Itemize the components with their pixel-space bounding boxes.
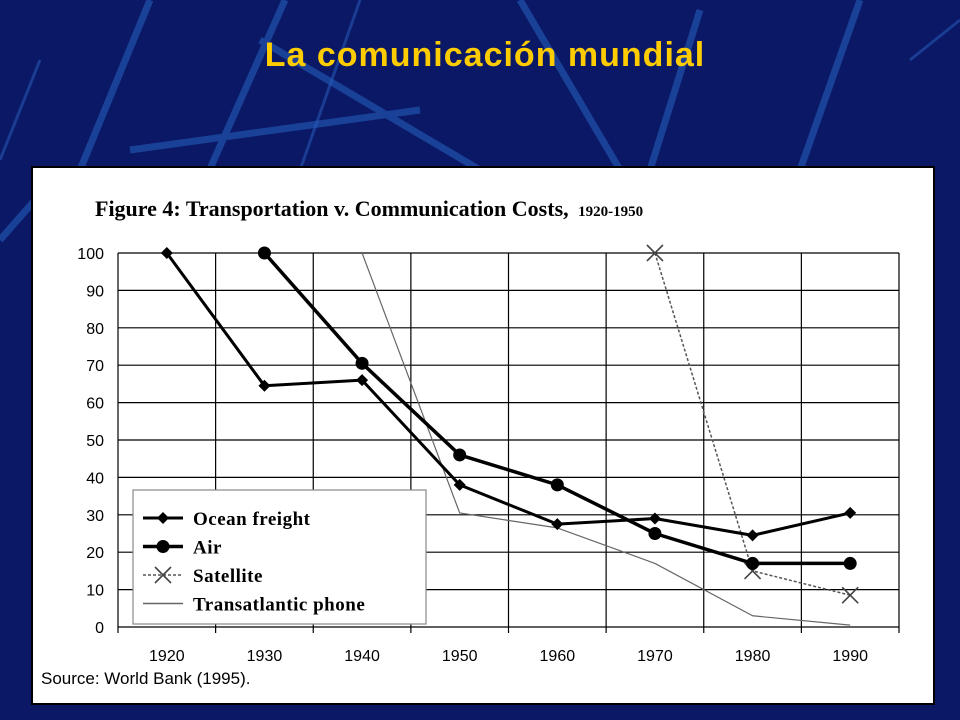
legend-label: Air xyxy=(193,538,222,559)
legend-box xyxy=(132,489,427,625)
series-layer xyxy=(160,244,859,626)
data-point-diamond xyxy=(157,512,169,524)
data-point-circle xyxy=(746,556,760,570)
chart-title-main: Figure 4: Transportation v. Communicatio… xyxy=(95,196,569,221)
y-tick-label: 10 xyxy=(86,583,104,600)
data-point-circle xyxy=(355,356,369,370)
y-axis: 0 10 20 30 40 50 60 70 80 90 100 xyxy=(77,246,104,637)
x-tick-label: 1950 xyxy=(442,648,478,665)
y-tick-label: 30 xyxy=(86,508,104,525)
y-tick-label: 20 xyxy=(86,545,104,562)
data-point-x xyxy=(646,244,664,262)
data-point-circle xyxy=(550,478,564,492)
y-tick-label: 70 xyxy=(86,358,104,375)
y-tick-label: 80 xyxy=(86,321,104,338)
x-tick-label: 1940 xyxy=(344,648,380,665)
data-point-diamond xyxy=(648,512,661,525)
chart-title: Figure 4: Transportation v. Communicatio… xyxy=(95,196,643,221)
series-line xyxy=(165,252,851,537)
chart-panel: Figure 4: Transportation v. Communicatio… xyxy=(31,166,935,705)
x-tick-label: 1980 xyxy=(735,648,771,665)
series-satellite xyxy=(646,244,859,604)
x-tick-label: 1930 xyxy=(247,648,283,665)
series-ocean-freight xyxy=(160,247,857,542)
y-tick-label: 0 xyxy=(95,620,104,637)
chart-title-suffix: 1920-1950 xyxy=(578,204,643,220)
legend: Ocean freight Air Satellite Transatlantic p… xyxy=(132,489,427,625)
data-point-diamond xyxy=(551,518,564,531)
data-point-x xyxy=(154,566,172,584)
y-tick-label: 60 xyxy=(86,396,104,413)
data-point-circle xyxy=(843,556,857,570)
legend-label: Satellite xyxy=(193,566,263,587)
data-point-diamond xyxy=(258,379,271,392)
data-point-diamond xyxy=(356,374,369,387)
data-point-diamond xyxy=(844,506,857,519)
y-tick-label: 90 xyxy=(86,283,104,300)
data-point-circle xyxy=(257,246,271,260)
legend-label: Transatlantic phone xyxy=(193,595,365,616)
data-point-diamond xyxy=(453,478,466,491)
data-point-circle xyxy=(453,448,467,462)
legend-item: Transatlantic phone xyxy=(143,595,365,616)
line-chart: Figure 4: Transportation v. Communicatio… xyxy=(41,196,900,688)
data-point-diamond xyxy=(746,529,759,542)
legend-label: Ocean freight xyxy=(193,509,311,530)
x-mark-stroke xyxy=(646,244,664,262)
legend-item: Satellite xyxy=(143,566,263,587)
x-mark-stroke xyxy=(841,586,859,604)
y-tick-label: 100 xyxy=(77,246,104,263)
data-point-diamond xyxy=(160,247,173,259)
legend-item: Ocean freight xyxy=(143,509,311,530)
data-point-x xyxy=(841,586,859,604)
x-axis: 1920 1930 1940 1950 1960 1970 1980 1990 xyxy=(149,648,868,665)
x-tick-label: 1990 xyxy=(832,648,868,665)
x-mark-stroke xyxy=(154,566,172,584)
data-point-circle xyxy=(648,527,662,540)
x-tick-label: 1970 xyxy=(637,648,673,665)
source-note: Source: World Bank (1995). xyxy=(41,669,250,688)
y-tick-label: 40 xyxy=(86,470,104,487)
x-tick-label: 1920 xyxy=(149,648,185,665)
legend-item: Air xyxy=(143,538,222,559)
slide-title: La comunicación mundial xyxy=(264,36,706,74)
y-tick-label: 50 xyxy=(86,433,104,450)
x-tick-label: 1960 xyxy=(540,648,576,665)
series-air xyxy=(257,246,857,570)
data-point-circle xyxy=(156,540,170,553)
